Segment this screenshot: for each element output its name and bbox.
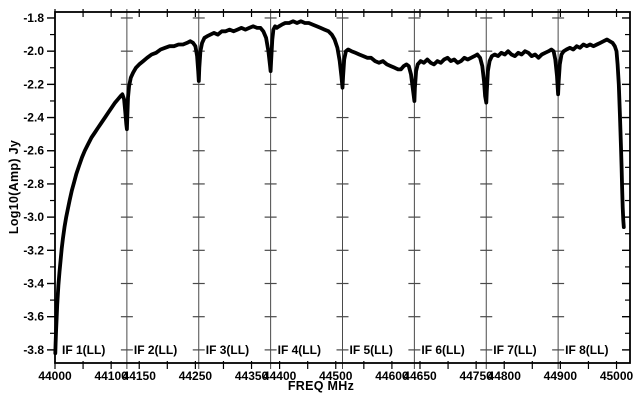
x-tick-label: 44350 <box>235 369 269 383</box>
if-panel-label: IF 8(LL) <box>565 343 608 357</box>
x-tick-label: 44250 <box>179 369 213 383</box>
y-tick-label: -2.0 <box>23 44 44 58</box>
y-tick-label: -2.2 <box>23 77 44 91</box>
if-panel-label: IF 1(LL) <box>62 343 105 357</box>
bandpass-curve <box>53 19 626 356</box>
y-tick-label: -3.6 <box>23 310 44 324</box>
plot-frame <box>54 11 631 364</box>
y-tick-label: -2.8 <box>23 177 44 191</box>
x-tick-label: 44500 <box>319 369 353 383</box>
if-panel-label: IF 3(LL) <box>206 343 249 357</box>
y-tick-label: -2.4 <box>23 111 44 125</box>
x-tick-label: 44650 <box>403 369 437 383</box>
x-tick-label: 44900 <box>544 369 578 383</box>
if-panel-label: IF 4(LL) <box>278 343 321 357</box>
y-tick-label: -3.2 <box>23 243 44 257</box>
x-tick-label: 44100 <box>94 369 128 383</box>
y-tick-label: -3.0 <box>23 210 44 224</box>
x-tick-label: 44600 <box>375 369 409 383</box>
x-tick-label: 44800 <box>488 369 522 383</box>
x-axis-title: FREQ MHz <box>287 379 355 393</box>
x-tick-label: 44400 <box>263 369 297 383</box>
y-tick-label: -3.8 <box>23 343 44 357</box>
if-panel-label: IF 5(LL) <box>350 343 393 357</box>
y-tick-label: -1.8 <box>23 11 44 25</box>
y-tick-label: -2.6 <box>23 144 44 158</box>
x-tick-label: 44150 <box>123 369 157 383</box>
x-tick-label: 45000 <box>600 369 634 383</box>
x-tick-label: 44750 <box>459 369 493 383</box>
if-panel-label: IF 2(LL) <box>134 343 177 357</box>
y-axis-title: Log10(Amp) Jy <box>7 139 21 235</box>
x-tick-label: 44000 <box>38 369 72 383</box>
y-tick-label: -3.4 <box>23 277 44 291</box>
if-panel-label: IF 6(LL) <box>421 343 464 357</box>
if-panel-label: IF 7(LL) <box>493 343 536 357</box>
